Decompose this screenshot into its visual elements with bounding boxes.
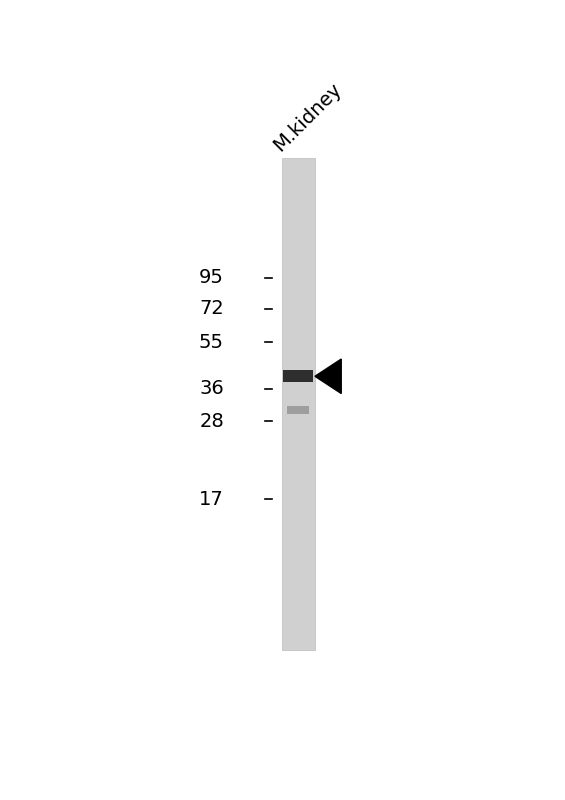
Text: 72: 72 [199,299,224,318]
Bar [288,406,309,414]
Text: 17: 17 [199,490,224,509]
Text: 36: 36 [199,379,224,398]
Text: M.kidney: M.kidney [270,79,345,154]
Bar [284,370,313,382]
Text: 55: 55 [199,333,224,352]
Text: 95: 95 [199,268,224,287]
Bar [282,158,315,650]
Polygon shape [315,359,341,394]
Text: 28: 28 [199,412,224,430]
